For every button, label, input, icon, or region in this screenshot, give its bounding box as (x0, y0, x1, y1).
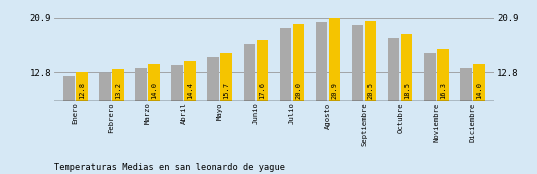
Text: 14.0: 14.0 (476, 82, 482, 99)
Text: 12.8: 12.8 (79, 82, 85, 99)
Bar (99, 73, 111, 101)
Text: 14.0: 14.0 (151, 82, 157, 99)
Text: 18.5: 18.5 (404, 82, 410, 99)
Bar (112, 69, 124, 101)
Text: Temperaturas Medias en san leonardo de yague: Temperaturas Medias en san leonardo de y… (54, 163, 285, 172)
Bar (63, 76, 75, 101)
Bar (437, 49, 448, 101)
Bar (316, 22, 327, 101)
Bar (293, 24, 304, 101)
Text: 14.4: 14.4 (187, 82, 193, 99)
Text: 20.0: 20.0 (295, 82, 301, 99)
Bar (365, 21, 376, 101)
Bar (424, 53, 436, 101)
Bar (460, 68, 471, 101)
Text: 16.3: 16.3 (440, 82, 446, 99)
Bar (148, 64, 160, 101)
Bar (473, 64, 485, 101)
Text: 20.5: 20.5 (368, 82, 374, 99)
Bar (352, 25, 364, 101)
Text: 15.7: 15.7 (223, 82, 229, 99)
Bar (329, 18, 340, 101)
Bar (135, 68, 147, 101)
Bar (257, 40, 268, 101)
Bar (221, 53, 232, 101)
Bar (207, 57, 219, 101)
Bar (76, 72, 88, 101)
Bar (244, 44, 255, 101)
Bar (184, 61, 196, 101)
Text: 13.2: 13.2 (115, 82, 121, 99)
Text: 17.6: 17.6 (259, 82, 265, 99)
Bar (388, 38, 400, 101)
Text: 20.9: 20.9 (331, 82, 338, 99)
Bar (171, 65, 183, 101)
Bar (401, 34, 412, 101)
Bar (280, 28, 291, 101)
